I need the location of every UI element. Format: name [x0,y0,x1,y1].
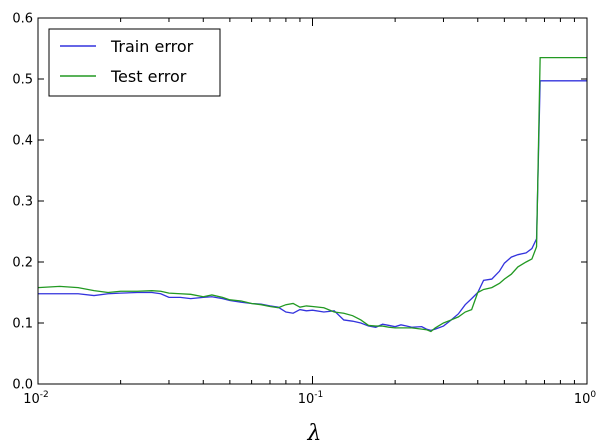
x-tick-label: 10-2 [23,390,49,407]
y-tick-label: 0.2 [12,256,33,271]
x-axis-label: λ [307,421,322,444]
series-line-test-error [37,57,587,333]
x-tick-label: 100 [574,390,597,407]
y-tick-label: 0.5 [12,73,33,88]
series-line-train-error [38,80,587,331]
y-tick-label: 0.3 [12,195,33,210]
legend-label-test-error: Test error [110,67,187,86]
ticks-layer: 0.0 0.1 0.2 0.3 0.4 0.5 0.6 10-2 10-1 100 [12,12,596,408]
legend-label-train-error: Train error [110,37,194,56]
series-layer [37,57,587,333]
y-tick-label: 0.1 [12,317,33,332]
legend-box [48,28,221,97]
y-tick-label: 0.0 [12,378,33,393]
legend: Train error Test error [48,28,221,97]
y-tick-label: 0.4 [12,134,33,149]
y-tick-label: 0.6 [12,12,33,27]
x-tick-label: 10-1 [298,390,324,407]
